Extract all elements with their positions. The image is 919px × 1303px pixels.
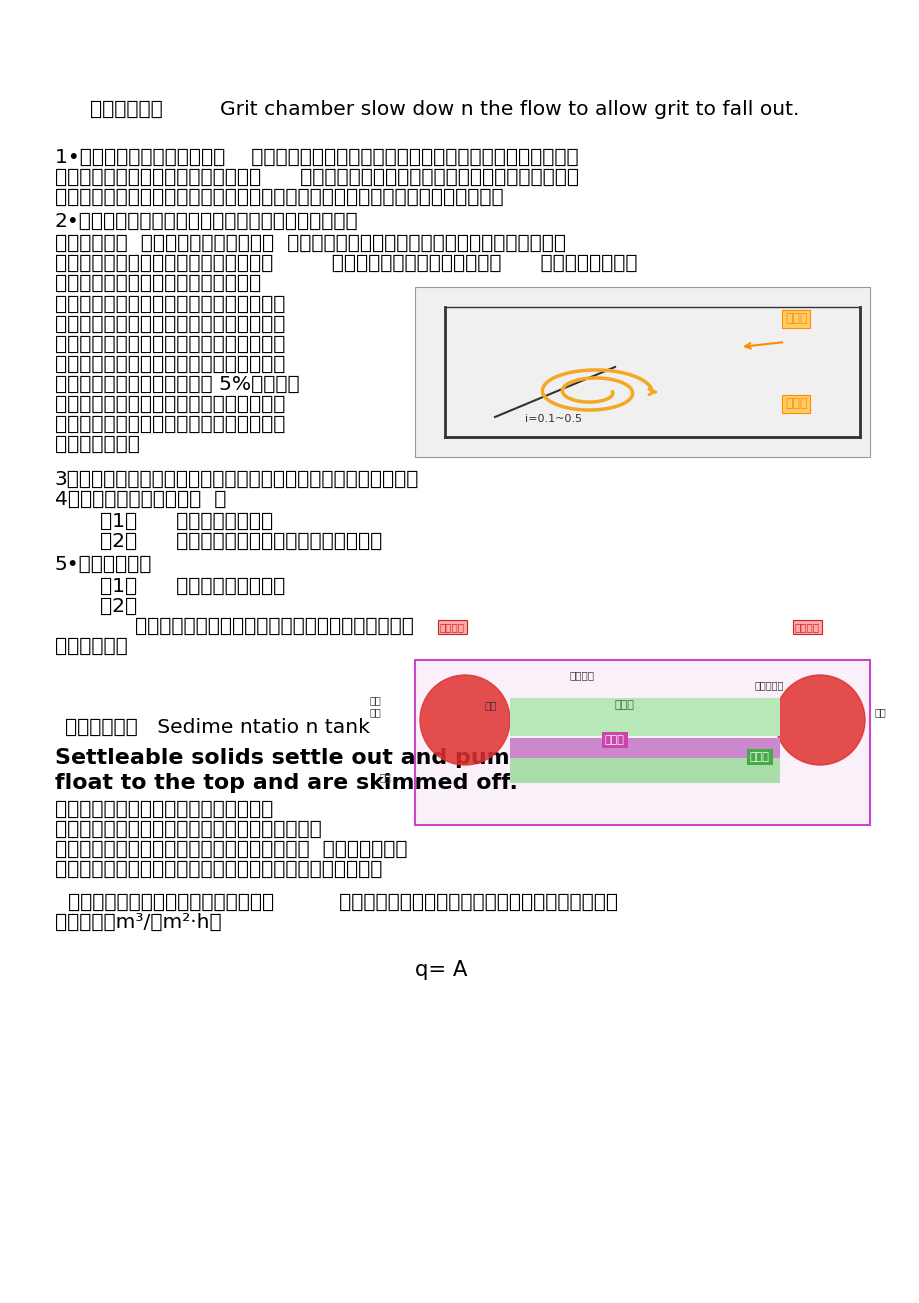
Text: （1）      使有机物处于悬浮；: （1） 使有机物处于悬浮； (100, 577, 285, 595)
Text: 淤池沉砂中含有机物的量低于 5%；由于池: 淤池沉砂中含有机物的量低于 5%；由于池 (55, 375, 300, 394)
Text: 平流式沉砂池  是一种最传统的沉砂池，  它构造简单，工作稳定，将进入沉砂池的污水流速控: 平流式沉砂池 是一种最传统的沉砂池， 它构造简单，工作稳定，将进入沉砂池的污水流… (55, 235, 565, 253)
Text: 沉淤池的组成：进水区、出水区、沉淤区、贮泥区、缓冲区。: 沉淤池的组成：进水区、出水区、沉淤区、贮泥区、缓冲区。 (55, 860, 382, 880)
Text: （2）: （2） (100, 597, 137, 616)
Text: Settleable solids settle out and pumped away,while oils: Settleable solids settle out and pumped … (55, 748, 753, 767)
Circle shape (420, 675, 509, 765)
Text: q= A: q= A (414, 960, 467, 980)
Text: 集砂槽: 集砂槽 (784, 397, 807, 410)
Text: 流出装置: 流出装置 (794, 622, 819, 632)
Text: float to the top and are skimmed off.: float to the top and are skimmed off. (55, 773, 517, 794)
Text: 反应沉淤池效率的参数一表面水力负荷          （溢流率）在单位时间内通过沉淤池单位表面积的流: 反应沉淤池效率的参数一表面水力负荷 （溢流率）在单位时间内通过沉淤池单位表面积的… (55, 893, 618, 912)
Text: 沉淀区: 沉淀区 (614, 700, 634, 710)
Circle shape (774, 675, 864, 765)
Text: 沉淤池可分为普通沉淤池和浅层沉淤池。: 沉淤池可分为普通沉淤池和浅层沉淤池。 (55, 800, 273, 820)
Text: 沉淤池按工艺布置不同，可分为初沉池和二沉池。: 沉淤池按工艺布置不同，可分为初沉池和二沉池。 (55, 820, 322, 839)
Text: 砂子、某渣等密度较大的无机颗粒，以免这些杂质影响后续处理构筑物的正常运行。: 砂子、某渣等密度较大的无机颗粒，以免这些杂质影响后续处理构筑物的正常运行。 (55, 188, 503, 207)
Text: 缓冲层: 缓冲层 (749, 752, 769, 762)
Text: 的分类等作用。: 的分类等作用。 (55, 435, 140, 453)
Text: i=0.1~0.5: i=0.1~0.5 (525, 414, 582, 423)
Text: 螺旋旋转作用，污水中悬浮颗粒相互碰撞、: 螺旋旋转作用，污水中悬浮颗粒相互碰撞、 (55, 315, 285, 334)
Text: 挡板: 挡板 (484, 700, 497, 710)
Text: 污泥区: 污泥区 (605, 735, 624, 745)
Text: 止污水厉氧分解、除泡以及加速污水中油类: 止污水厉氧分解、除泡以及加速污水中油类 (55, 414, 285, 434)
Text: 有机污染物。: 有机污染物。 (55, 637, 128, 655)
Text: 量。单位：m³/（m²·h）: 量。单位：m³/（m²·h） (55, 913, 221, 932)
Text: （三）沉砂池: （三）沉砂池 (90, 100, 163, 119)
Text: 沉淤池常按池内水流方向的不同分为平流式、竖  流式、辐流式。: 沉淤池常按池内水流方向的不同分为平流式、竖 流式、辐流式。 (55, 840, 407, 859)
Text: 1•设置沉砂池的目的和作用：    以重力或离心力分离为基础，即将进入沉砂池的污水流速控制: 1•设置沉砂池的目的和作用： 以重力或离心力分离为基础，即将进入沉砂池的污水流速… (55, 149, 578, 167)
Text: 5•曝气的作用：: 5•曝气的作用： (55, 555, 153, 575)
Text: 3．常用的沉砂池形式：平流式沉砂池、曝气沉砂池、旋流沉砂池。: 3．常用的沉砂池形式：平流式沉砂池、曝气沉砂池、旋流沉砂池。 (55, 470, 419, 489)
Bar (414, 661, 869, 825)
Text: 流入装置: 流入装置 (439, 622, 464, 632)
Text: （1）      砂中含有有机物。: （1） 砂中含有有机物。 (100, 512, 273, 532)
Text: 进水
泵机: 进水 泵机 (369, 696, 380, 717)
Text: 4．曝气沉砂池存在的问题  ：: 4．曝气沉砂池存在的问题 ： (55, 490, 226, 509)
Bar (414, 287, 869, 457)
Text: 中设有曝气设备，它还有预曝气、脱臭、防: 中设有曝气设备，它还有预曝气、脱臭、防 (55, 395, 285, 414)
Bar (509, 698, 779, 736)
Text: 摩擦，并受到气泡上升时的冲刷作用，使粘: 摩擦，并受到气泡上升时的冲刷作用，使粘 (55, 335, 285, 354)
Text: 2•曝气沉砂池的工作原理和平流沉砂池工作原理的比较: 2•曝气沉砂池的工作原理和平流沉砂池工作原理的比较 (55, 212, 358, 231)
Text: 排泥: 排泥 (380, 771, 391, 782)
Text: （2）      对被有机物包覆的砂粒截留效率不高。: （2） 对被有机物包覆的砂粒截留效率不高。 (100, 532, 381, 551)
Bar (509, 737, 779, 758)
Text: 在只能使相对密度大的无机颗粒下沉，      而有机悬浮颗粒则随水流带走，从而能从污水中去除: 在只能使相对密度大的无机颗粒下沉， 而有机悬浮颗粒则随水流带走，从而能从污水中去… (55, 168, 578, 188)
Text: 制在只能使相对密度大的无机颗粒下沉，         而有机悬浮颗粒则随水流带走，      从而能从污水中去: 制在只能使相对密度大的无机颗粒下沉， 而有机悬浮颗粒则随水流带走， 从而能从污水… (55, 254, 637, 274)
Text: Grit chamber slow dow n the flow to allow grit to fall out.: Grit chamber slow dow n the flow to allo… (220, 100, 799, 119)
Text: 砂粒摩擦及在气体剪切力和紊动条件下去除其附着的: 砂粒摩擦及在气体剪切力和紊动条件下去除其附着的 (135, 618, 414, 636)
Text: 流出: 流出 (874, 708, 886, 717)
Text: （四）沉淤池   Sedime ntatio n tank: （四）沉淤池 Sedime ntatio n tank (65, 718, 369, 737)
Text: 曝气管: 曝气管 (784, 311, 807, 324)
Text: 刮泥装置: 刮泥装置 (570, 670, 595, 680)
Text: 浮渣去除槽: 浮渣去除槽 (754, 680, 784, 691)
Text: 除砂子、某渣等密度较大的无机颗粒。: 除砂子、某渣等密度较大的无机颗粒。 (55, 274, 261, 293)
Text: 附在砂粒上的有机污染物得以去除。曝气沉: 附在砂粒上的有机污染物得以去除。曝气沉 (55, 354, 285, 374)
Bar (509, 758, 779, 783)
Text: 曝气沉砂池的工作原理：由曝气以及水流的: 曝气沉砂池的工作原理：由曝气以及水流的 (55, 294, 285, 314)
